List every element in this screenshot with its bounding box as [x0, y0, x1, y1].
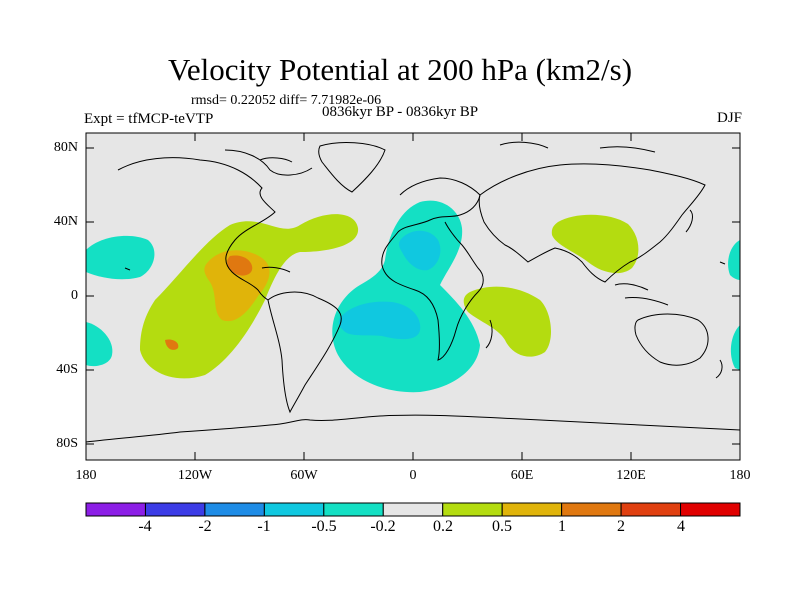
colorbar-swatch: [680, 502, 741, 517]
rmsd-diff-stats: rmsd= 0.22052 diff= 7.71982e-06: [191, 93, 382, 108]
season-label: DJF: [716, 110, 742, 126]
experiment-label: Expt = tfMCP-teVTP: [84, 111, 214, 127]
y-tick-label: 40N: [53, 214, 78, 229]
x-tick-label: 60W: [290, 468, 318, 483]
colorbar-label: 4: [677, 518, 685, 535]
colorbar-swatch: [263, 502, 325, 517]
positive-high-central-america: [227, 255, 253, 276]
x-tick-label: 60E: [510, 468, 534, 483]
x-tick-label: 0: [409, 468, 417, 483]
x-tick-label: 180: [75, 468, 97, 483]
colorbar-swatch: [501, 502, 563, 517]
y-axis-ticks: [86, 147, 740, 445]
negative-core-south-atlantic: [338, 301, 421, 340]
x-axis-ticks: [85, 133, 741, 460]
negative-region-south-pacific-west: [86, 322, 113, 367]
y-tick-label: 80N: [53, 140, 78, 155]
colorbar-swatch: [620, 502, 682, 517]
colorbar-label: 0.5: [492, 518, 512, 535]
colorbar-label: 2: [617, 518, 625, 535]
y-tick-label: 80S: [56, 436, 78, 451]
period-label: 0836kyr BP - 0836kyr BP: [322, 104, 479, 120]
colorbar-label: -0.2: [370, 518, 396, 535]
negative-core-africa: [399, 230, 441, 271]
positive-region-asia: [551, 214, 639, 274]
y-tick-label: 0: [71, 288, 78, 303]
colorbar: [85, 502, 741, 517]
negative-region-atlantic-africa: [332, 200, 480, 393]
colorbar-swatch: [144, 502, 206, 517]
positive-core-caribbean: [204, 250, 270, 322]
colorbar-label: -0.5: [311, 518, 337, 535]
negative-region-dateline-north: [728, 240, 740, 280]
map-title: Velocity Potential at 200 hPa (km2/s): [167, 52, 633, 87]
negative-region-north-pacific: [86, 235, 155, 280]
colorbar-label: -4: [138, 518, 152, 535]
positive-high-south-pacific: [165, 339, 179, 350]
colorbar-label: 1: [558, 518, 566, 535]
colorbar-swatch: [323, 502, 384, 517]
y-tick-label: 40S: [56, 362, 78, 377]
coastlines: [86, 141, 740, 443]
colorbar-swatch: [561, 502, 622, 517]
x-tick-label: 120W: [177, 468, 213, 483]
colorbar-swatch: [382, 502, 444, 517]
colorbar-swatch: [204, 502, 265, 517]
colorbar-label: -2: [198, 518, 212, 535]
colorbar-swatch: [442, 502, 503, 517]
colorbar-swatch: [85, 502, 146, 517]
x-tick-label: 180: [729, 468, 751, 483]
negative-region-dateline-south: [730, 325, 740, 370]
x-tick-label: 120E: [616, 468, 646, 483]
contour-fields: [86, 141, 740, 443]
positive-region-indian-ocean: [463, 286, 552, 357]
colorbar-label: 0.2: [433, 518, 453, 535]
colorbar-label: -1: [257, 518, 271, 535]
